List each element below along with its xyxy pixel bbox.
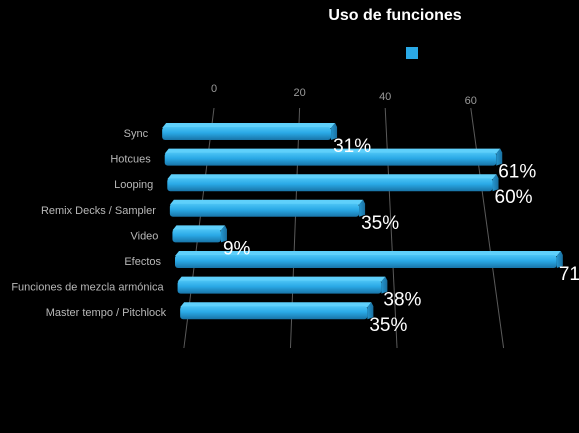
data-label-2: 60% xyxy=(495,187,533,208)
tick-label-0: 0 xyxy=(211,83,217,95)
tick-label-20: 20 xyxy=(293,87,305,99)
bar-7 xyxy=(180,302,374,320)
category-label-5: Efectos xyxy=(124,256,161,268)
bar-6 xyxy=(177,276,388,294)
data-label-4: 9% xyxy=(223,238,251,259)
bar-0 xyxy=(162,123,338,140)
data-label-7: 35% xyxy=(369,315,407,336)
bar-2 xyxy=(167,174,499,192)
data-label-6: 38% xyxy=(383,290,421,311)
bar-1 xyxy=(164,148,503,166)
data-label-0: 31% xyxy=(333,136,371,157)
category-label-2: Looping xyxy=(114,179,153,191)
data-label-5: 71% xyxy=(559,264,579,285)
data-label-1: 61% xyxy=(498,162,536,183)
bar-3 xyxy=(169,199,366,217)
legend-swatch xyxy=(406,47,418,59)
data-label-3: 35% xyxy=(361,213,399,234)
chart-title: Uso de funciones xyxy=(328,7,461,24)
category-label-6: Funciones de mezcla armónica xyxy=(11,282,164,294)
gridline-40 xyxy=(384,107,398,349)
category-label-4: Video xyxy=(130,230,158,242)
tick-label-60: 60 xyxy=(465,95,477,107)
gridline-60 xyxy=(470,107,505,349)
category-label-7: Master tempo / Pitchlock xyxy=(46,307,167,319)
category-label-0: Sync xyxy=(124,128,149,140)
category-label-1: Hotcues xyxy=(110,154,151,166)
bar-4 xyxy=(172,225,227,243)
bar-5 xyxy=(175,251,563,268)
category-label-3: Remix Decks / Sampler xyxy=(41,205,156,217)
tick-label-40: 40 xyxy=(379,91,391,103)
